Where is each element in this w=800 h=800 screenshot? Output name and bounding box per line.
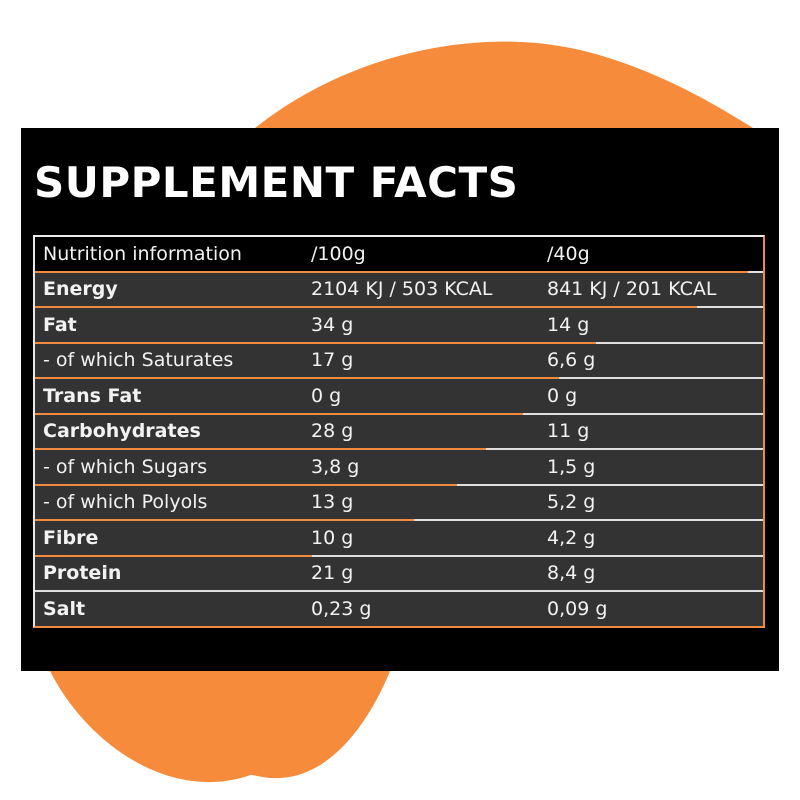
table-row-energy: Energy 2104 KJ / 503 KCAL 841 KJ / 201 K… — [35, 270, 763, 306]
row-label: Protein — [43, 562, 122, 585]
row-label: Fat — [43, 313, 77, 336]
table-row-polyols: - of which Polyols 13 g 5,2 g — [35, 483, 763, 519]
table-row-protein: Protein 21 g 8,4 g — [35, 554, 763, 590]
row-per-serving: 0 g — [547, 384, 578, 407]
row-per-serving: 8,4 g — [547, 562, 596, 585]
table-header-row: Nutrition information /100g /40g — [35, 237, 763, 271]
row-label: Carbohydrates — [43, 420, 201, 443]
row-per100: 10 g — [311, 526, 354, 549]
nutrition-table: Nutrition information /100g /40g Energy … — [33, 235, 765, 628]
row-per-serving: 6,6 g — [547, 349, 596, 372]
row-per100: 28 g — [311, 420, 354, 443]
row-label: - of which Polyols — [43, 491, 208, 514]
row-per100: 0 g — [311, 384, 342, 407]
row-per100: 0,23 g — [311, 597, 372, 620]
row-label: Energy — [43, 278, 118, 301]
row-label: Trans Fat — [43, 384, 142, 407]
row-per-serving: 841 KJ / 201 KCAL — [547, 278, 717, 301]
row-per100: 3,8 g — [311, 455, 360, 478]
header-per-serving: /40g — [547, 242, 590, 265]
table-row-trans-fat: Trans Fat 0 g 0 g — [35, 377, 763, 413]
table-row-fat: Fat 34 g 14 g — [35, 306, 763, 342]
header-per100: /100g — [311, 242, 366, 265]
row-per100: 13 g — [311, 491, 354, 514]
table-row-saturates: - of which Saturates 17 g 6,6 g — [35, 341, 763, 377]
row-per-serving: 0,09 g — [547, 597, 608, 620]
row-per-serving: 11 g — [547, 420, 590, 443]
table-row-fibre: Fibre 10 g 4,2 g — [35, 519, 763, 555]
row-per100: 34 g — [311, 313, 354, 336]
header-label: Nutrition information — [43, 242, 242, 265]
row-label: Fibre — [43, 526, 99, 549]
row-per-serving: 14 g — [547, 313, 590, 336]
table-row-sugars: - of which Sugars 3,8 g 1,5 g — [35, 448, 763, 484]
page-title: SUPPLEMENT FACTS — [34, 158, 519, 207]
row-per100: 17 g — [311, 349, 354, 372]
row-label: Salt — [43, 597, 86, 620]
row-per-serving: 4,2 g — [547, 526, 596, 549]
row-label: - of which Saturates — [43, 349, 234, 372]
row-per100: 21 g — [311, 562, 354, 585]
supplement-facts-panel: SUPPLEMENT FACTS Nutrition information /… — [21, 128, 779, 671]
row-per-serving: 1,5 g — [547, 455, 596, 478]
row-per-serving: 5,2 g — [547, 491, 596, 514]
table-row-carbohydrates: Carbohydrates 28 g 11 g — [35, 412, 763, 448]
row-per100: 2104 KJ / 503 KCAL — [311, 278, 493, 301]
table-row-salt: Salt 0,23 g 0,09 g — [35, 590, 763, 626]
row-label: - of which Sugars — [43, 455, 208, 478]
